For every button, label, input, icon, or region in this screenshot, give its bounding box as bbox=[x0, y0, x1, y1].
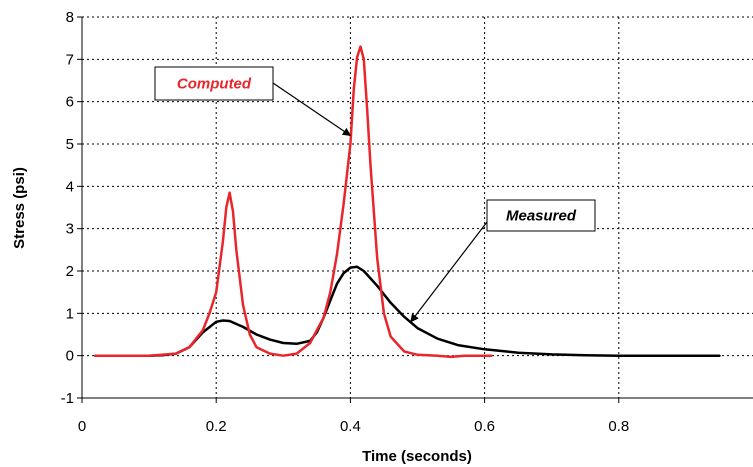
x-tick-label: 0 bbox=[78, 418, 86, 435]
axes bbox=[77, 16, 753, 403]
x-tick-label: 0.8 bbox=[608, 418, 629, 435]
series-line-computed bbox=[94, 45, 493, 359]
callout-label-computed: Computed bbox=[177, 76, 252, 93]
callout-box-measured bbox=[486, 199, 596, 232]
y-tick-label: 8 bbox=[66, 9, 74, 26]
y-tick-label: 6 bbox=[66, 94, 74, 111]
y-tick-label: 0 bbox=[66, 348, 74, 365]
x-tick-label: 0.6 bbox=[474, 418, 495, 435]
y-tick-label: 4 bbox=[66, 178, 74, 195]
y-tick-label: -1 bbox=[61, 390, 74, 407]
y-tick-label: 3 bbox=[66, 221, 74, 238]
callout-arrow-computed bbox=[272, 82, 352, 137]
callouts: Computed Measured bbox=[154, 66, 596, 323]
y-tick-label: 2 bbox=[66, 263, 74, 280]
callout-label-measured: Measured bbox=[506, 208, 577, 225]
y-tick-label: 1 bbox=[66, 305, 74, 322]
y-axis-label: Stress (psi) bbox=[11, 167, 28, 249]
series-line-measured bbox=[94, 265, 721, 357]
x-tick-label: 0.2 bbox=[206, 418, 227, 435]
series-lines bbox=[94, 45, 721, 359]
callout-arrow-measured bbox=[410, 221, 488, 323]
x-axis-label: Time (seconds) bbox=[362, 448, 472, 465]
callout-box-computed bbox=[154, 66, 274, 101]
x-tick-label: 0.4 bbox=[340, 418, 361, 435]
y-tick-label: 7 bbox=[66, 51, 74, 68]
y-tick-label: 5 bbox=[66, 136, 74, 153]
